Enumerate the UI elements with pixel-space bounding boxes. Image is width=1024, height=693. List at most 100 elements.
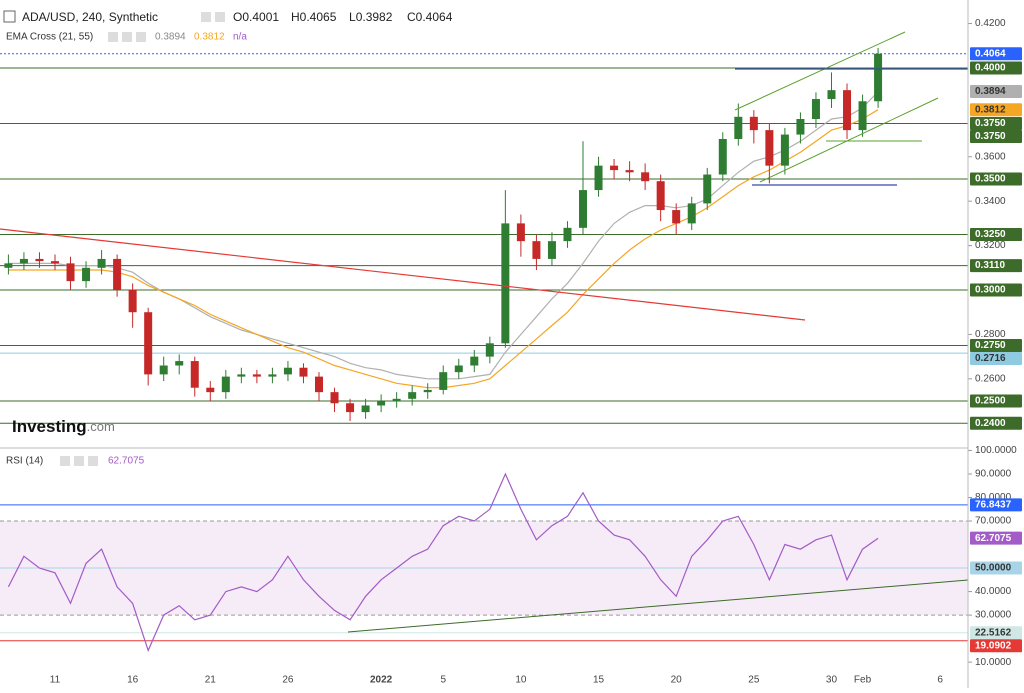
y-tick-label: 70.0000 (975, 516, 1012, 527)
icon[interactable] (60, 456, 70, 466)
axis-label-box (970, 61, 1022, 75)
candle-body (516, 223, 525, 242)
icon[interactable] (108, 32, 118, 42)
candle-body (4, 263, 13, 268)
candle-body (346, 403, 355, 413)
x-tick-label: 5 (440, 675, 446, 686)
candle-body (113, 258, 122, 291)
candle-body (734, 116, 743, 140)
axis-label-box (970, 531, 1022, 545)
axis-label: 0.2500 (975, 396, 1006, 407)
candle-body (749, 116, 758, 131)
candle-body (19, 258, 28, 264)
candle-body (330, 392, 339, 404)
icon[interactable] (122, 32, 132, 42)
candle-body (237, 374, 246, 377)
y-tick-label: 0.3600 (975, 151, 1006, 162)
y-tick-label: 80.0000 (975, 492, 1012, 503)
icon[interactable] (136, 32, 146, 42)
candle-body (361, 405, 370, 413)
ema-short-value: 0.3894 (155, 32, 186, 43)
icon[interactable] (74, 456, 84, 466)
na-value: n/a (233, 32, 247, 43)
watermark-brand: Investing (12, 417, 87, 436)
icon[interactable] (201, 12, 211, 22)
candle-body (35, 258, 44, 262)
candle-body (423, 389, 432, 393)
ohlc-value: 0.4001 (242, 10, 279, 24)
axis-label: 0.2716 (975, 353, 1006, 364)
ema-long-value: 0.3812 (194, 32, 225, 43)
candle-body (703, 174, 712, 204)
candle-body (252, 374, 261, 377)
candle-body (843, 90, 852, 131)
x-tick-label: 10 (515, 675, 527, 686)
x-tick-label: Feb (854, 675, 872, 686)
x-tick-label: 11 (50, 675, 61, 686)
candle-body (485, 343, 494, 357)
plot-layers: 0.4200 0.3600 0.3400 0.3200 0.2800 0.2600 11 16… (0, 18, 1022, 686)
axis-label: 76.8437 (975, 500, 1012, 511)
candle-body (175, 361, 184, 366)
x-tick-label: 21 (205, 675, 217, 686)
axis-label: 62.7075 (975, 533, 1012, 544)
ohlc-item: H0.4065 (291, 10, 337, 24)
candle-body (796, 119, 805, 135)
candle-body (454, 365, 463, 373)
axis-label: 0.3250 (975, 229, 1006, 240)
candle-body (625, 170, 634, 173)
x-tick-label: 20 (671, 675, 683, 686)
candle-body (672, 210, 681, 224)
candle-body (206, 387, 215, 393)
axis-label: 0.3000 (975, 285, 1006, 296)
candle-body (874, 53, 883, 102)
axis-label: 0.2400 (975, 418, 1006, 429)
axis-label-box (970, 416, 1022, 430)
ohlc-key: O (233, 10, 242, 24)
x-tick-label: 26 (282, 675, 294, 686)
rsi-value: 62.7075 (108, 456, 145, 467)
axis-label-box (970, 626, 1022, 640)
watermark: Investing.com (12, 417, 115, 436)
axis-label: 0.3750 (975, 118, 1006, 129)
x-tick-label: 25 (748, 675, 760, 686)
candle-body (470, 356, 479, 366)
candle-body (97, 258, 106, 268)
candle-body (532, 241, 541, 259)
axis-label: 0.2750 (975, 340, 1006, 351)
candle-body (610, 165, 619, 171)
ohlc-item: C0.4064 (407, 10, 453, 24)
y-tick-label: 30.0000 (975, 610, 1012, 621)
collapse-icon[interactable] (3, 10, 16, 23)
icon[interactable] (88, 456, 98, 466)
axis-label-box (970, 394, 1022, 408)
ohlc-key: L (349, 10, 356, 24)
axis-label: 0.4064 (975, 48, 1006, 59)
ohlc-item: O0.4001 (233, 10, 279, 24)
axis-label-box (970, 227, 1022, 241)
rsi-line (7, 472, 879, 653)
rsi-trend-line (347, 579, 969, 633)
axis-label: 50.0000 (975, 563, 1012, 574)
symbol-title: ADA/USD, 240, Synthetic (22, 10, 158, 24)
axis-label-box (970, 561, 1022, 575)
axis-label: 0.4000 (975, 63, 1006, 74)
x-tick-label: 2022 (370, 675, 393, 686)
candle-body (128, 290, 137, 313)
candle-body (283, 367, 292, 375)
icon[interactable] (215, 12, 225, 22)
watermark-suffix: .com (87, 419, 115, 434)
ohlc-value: 0.4064 (416, 10, 453, 24)
candle-body (827, 90, 836, 100)
axis-label-box (970, 352, 1022, 366)
candle-body (858, 101, 867, 131)
ohlc-key: C (407, 10, 416, 24)
x-tick-label: 30 (826, 675, 838, 686)
axis-label-box (970, 47, 1022, 61)
axis-label-box (970, 129, 1022, 143)
candle-body (765, 130, 774, 166)
axis-label-box (970, 498, 1022, 512)
candle-body (439, 372, 448, 390)
candle-body (579, 190, 588, 228)
